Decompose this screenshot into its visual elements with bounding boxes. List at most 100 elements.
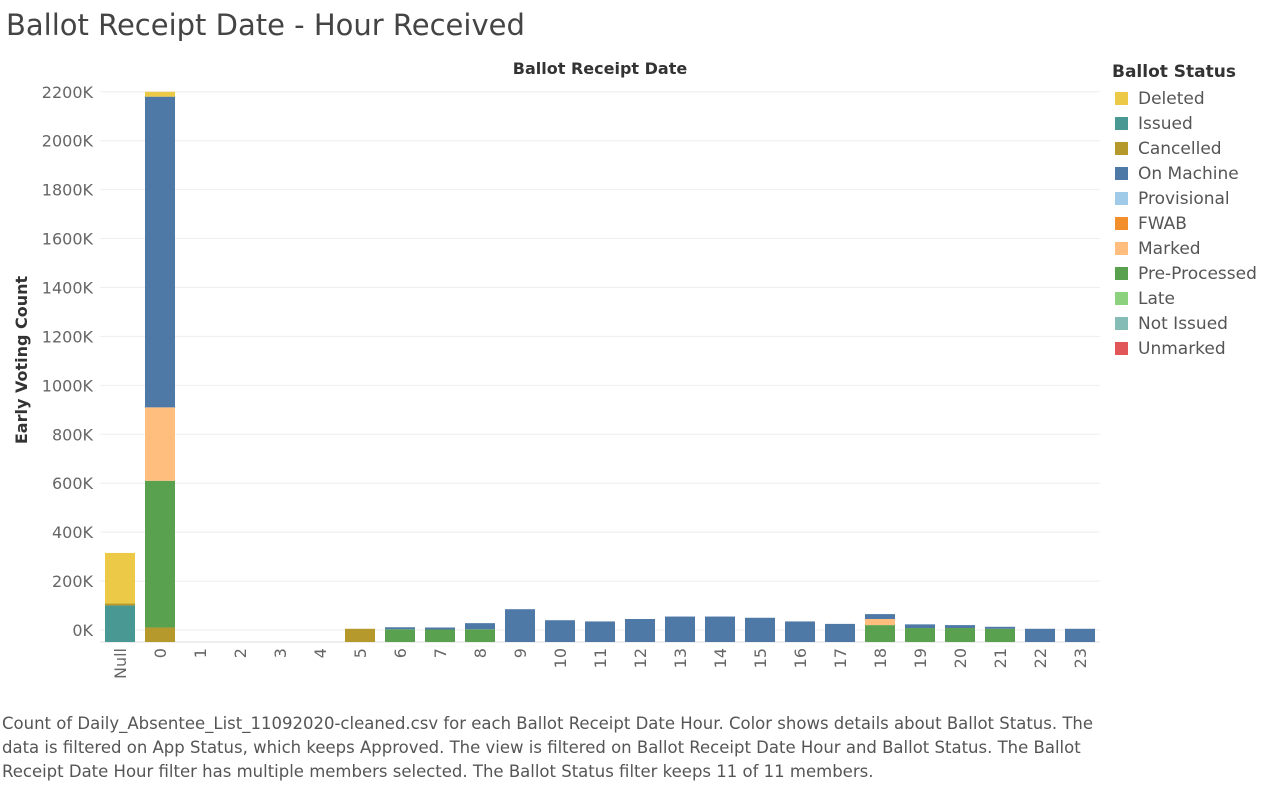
bar-segment bbox=[985, 628, 1015, 642]
x-tick-label: 19 bbox=[911, 648, 930, 668]
x-tick-label: 9 bbox=[511, 648, 530, 658]
bar-segment bbox=[505, 609, 535, 642]
y-tick-label: 0K bbox=[72, 621, 93, 640]
x-tick-label: 5 bbox=[351, 648, 370, 658]
legend-swatch bbox=[1115, 92, 1128, 105]
x-tick-label: 18 bbox=[871, 648, 890, 668]
bar-segment bbox=[385, 627, 415, 630]
bar-segment bbox=[545, 620, 575, 642]
bar-segment bbox=[945, 625, 975, 629]
legend-label: On Machine bbox=[1138, 163, 1239, 184]
legend-swatch bbox=[1115, 117, 1128, 130]
legend-swatch bbox=[1115, 217, 1128, 230]
legend-swatch bbox=[1115, 267, 1128, 280]
legend-swatch bbox=[1115, 342, 1128, 355]
bar-segment bbox=[465, 623, 495, 630]
legend-item[interactable]: Unmarked bbox=[1112, 336, 1262, 361]
legend-label: Pre-Processed bbox=[1138, 263, 1257, 284]
x-tick-label: 13 bbox=[671, 648, 690, 668]
legend-swatch bbox=[1115, 292, 1128, 305]
y-tick-label: 1600K bbox=[42, 230, 94, 249]
y-tick-label: 1800K bbox=[42, 181, 94, 200]
bar-segment bbox=[465, 629, 495, 642]
bar-segment bbox=[145, 627, 175, 642]
y-tick-label: 1200K bbox=[42, 327, 94, 346]
legend-label: Not Issued bbox=[1138, 313, 1228, 334]
legend-item[interactable]: Cancelled bbox=[1112, 136, 1262, 161]
y-tick-label: 1000K bbox=[42, 376, 94, 395]
bar-segment bbox=[145, 96, 175, 408]
legend: Ballot Status Deleted Issued Cancelled On M… bbox=[1112, 62, 1262, 361]
x-tick-label: 16 bbox=[791, 648, 810, 668]
y-tick-label: 2200K bbox=[42, 83, 94, 102]
bar-segment bbox=[665, 616, 695, 642]
legend-item[interactable]: Not Issued bbox=[1112, 311, 1262, 336]
x-tick-label: 11 bbox=[591, 648, 610, 668]
x-tick-label: 0 bbox=[151, 648, 170, 658]
bar-segment bbox=[705, 616, 735, 642]
legend-label: Deleted bbox=[1138, 88, 1205, 109]
legend-label: FWAB bbox=[1138, 213, 1187, 234]
x-tick-label: 6 bbox=[391, 648, 410, 658]
bar-segment bbox=[865, 625, 895, 642]
x-tick-label: 8 bbox=[471, 648, 490, 658]
legend-swatch bbox=[1115, 192, 1128, 205]
x-tick-label: 3 bbox=[271, 648, 290, 658]
legend-swatch bbox=[1115, 317, 1128, 330]
bar-segment bbox=[425, 627, 455, 630]
legend-title: Ballot Status bbox=[1112, 62, 1236, 82]
legend-label: Provisional bbox=[1138, 188, 1230, 209]
legend-item[interactable]: Provisional bbox=[1112, 186, 1262, 211]
bar-segment bbox=[145, 91, 175, 97]
legend-label: Late bbox=[1138, 288, 1176, 309]
legend-item[interactable]: Issued bbox=[1112, 111, 1262, 136]
x-tick-label: 7 bbox=[431, 648, 450, 658]
bar-segment bbox=[1065, 628, 1095, 642]
x-tick-label: 12 bbox=[631, 648, 650, 668]
legend-label: Unmarked bbox=[1138, 338, 1226, 359]
legend-swatch bbox=[1115, 242, 1128, 255]
bar-segment bbox=[345, 628, 375, 642]
x-tick-label: 15 bbox=[751, 648, 770, 668]
bar-segment bbox=[745, 617, 775, 642]
bar-segment bbox=[825, 623, 855, 642]
bar-segment bbox=[105, 605, 135, 642]
legend-swatch bbox=[1115, 167, 1128, 180]
page-title: Ballot Receipt Date - Hour Received bbox=[6, 8, 525, 42]
y-axis-label: Early Voting Count bbox=[12, 275, 31, 444]
x-tick-label: 1 bbox=[191, 648, 210, 658]
legend-item[interactable]: FWAB bbox=[1112, 211, 1262, 236]
chart-title: Ballot Receipt Date bbox=[513, 59, 688, 78]
bar-segment bbox=[145, 480, 175, 628]
bar-segment bbox=[945, 628, 975, 642]
bar-segment bbox=[585, 621, 615, 642]
legend-item[interactable]: Deleted bbox=[1112, 86, 1262, 111]
x-tick-label: 23 bbox=[1071, 648, 1090, 668]
bar-segment bbox=[145, 407, 175, 481]
legend-label: Issued bbox=[1138, 113, 1193, 134]
legend-label: Cancelled bbox=[1138, 138, 1222, 159]
legend-item[interactable]: Marked bbox=[1112, 236, 1262, 261]
legend-item[interactable]: Pre-Processed bbox=[1112, 261, 1262, 286]
bar-segment bbox=[105, 552, 135, 604]
y-tick-label: 1400K bbox=[42, 278, 94, 297]
legend-item[interactable]: On Machine bbox=[1112, 161, 1262, 186]
x-tick-label: 4 bbox=[311, 648, 330, 658]
bar-segment bbox=[905, 628, 935, 642]
bar-segment bbox=[785, 621, 815, 642]
bar-segment bbox=[425, 629, 455, 642]
x-tick-label: 21 bbox=[991, 648, 1010, 668]
x-tick-label: 17 bbox=[831, 648, 850, 668]
caption: Count of Daily_Absentee_List_11092020-cl… bbox=[2, 714, 1094, 781]
x-tick-label: 14 bbox=[711, 648, 730, 668]
x-tick-label: 22 bbox=[1031, 648, 1050, 668]
legend-swatch bbox=[1115, 142, 1128, 155]
x-tick-label: Null bbox=[111, 648, 130, 679]
y-tick-label: 2000K bbox=[42, 132, 94, 151]
bar-segment bbox=[905, 624, 935, 629]
bar-segment bbox=[105, 603, 135, 606]
legend-item[interactable]: Late bbox=[1112, 286, 1262, 311]
bar-segment bbox=[385, 629, 415, 642]
y-tick-label: 800K bbox=[52, 425, 94, 444]
